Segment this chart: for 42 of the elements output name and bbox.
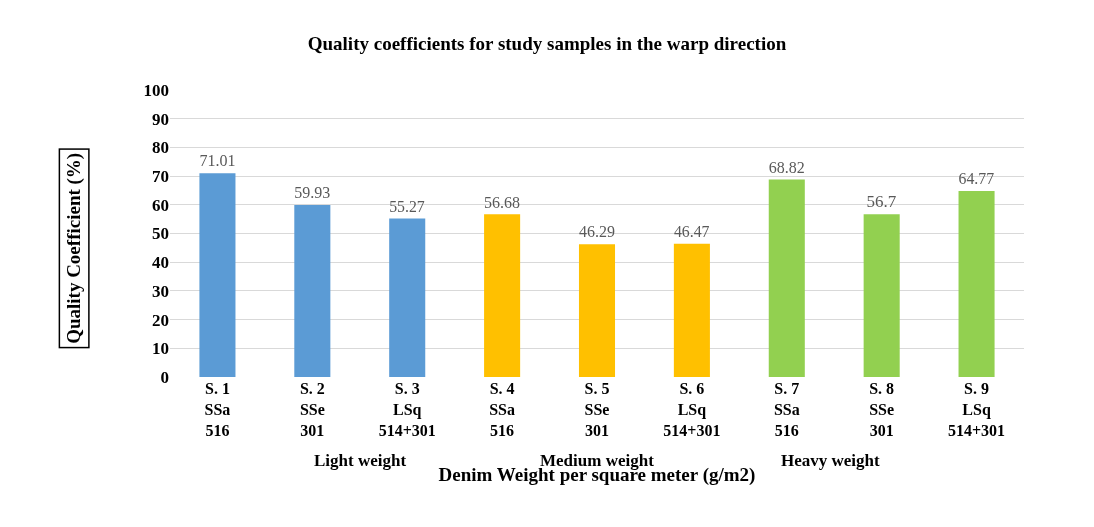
- y-tick-label: 0: [160, 367, 169, 387]
- x-tick-label: S. 1 SSa 516: [204, 380, 231, 439]
- x-tick-label: S. 8 SSe 301: [869, 380, 895, 439]
- y-tick-label: 90: [152, 109, 169, 129]
- y-tick-label: 40: [152, 253, 169, 273]
- y-tick-label: 100: [143, 80, 169, 100]
- data-label: 59.93: [294, 184, 331, 202]
- x-tick-label: S. 6 LSq 514+301: [663, 380, 721, 439]
- y-tick-label: 60: [152, 195, 169, 215]
- bar: [768, 179, 805, 377]
- x-tick-label: S. 7 SSa 516: [773, 380, 800, 439]
- text: Heavy weight: [781, 451, 881, 470]
- data-label: 68.82: [768, 158, 805, 176]
- text: Light weight: [314, 451, 407, 470]
- data-label: 56.68: [484, 193, 521, 211]
- bar: [389, 218, 426, 377]
- y-tick-label: 70: [152, 167, 169, 187]
- chart-title: Quality coefficients for study samples in the warp direction: [307, 33, 787, 55]
- y-tick-label: 50: [152, 224, 169, 244]
- bar: [673, 243, 710, 377]
- x-tick-label: S. 4 SSa 516: [489, 380, 516, 439]
- y-tick-label: 30: [152, 281, 169, 301]
- y-tick-label: 10: [152, 339, 169, 359]
- bar: [578, 244, 616, 377]
- bar: [294, 205, 331, 377]
- x-tick-label: S. 5 SSe 301: [584, 380, 610, 439]
- y-tick-label: 80: [152, 138, 169, 158]
- data-label: 55.27: [389, 197, 425, 215]
- data-label: 64.77: [958, 170, 995, 188]
- bar: [863, 214, 900, 377]
- bar: [199, 173, 236, 377]
- y-axis-title: Quality Coefficient (%): [63, 152, 86, 344]
- y-tick-label: 20: [152, 310, 169, 330]
- bar: [958, 191, 995, 377]
- data-label: 46.29: [578, 223, 616, 241]
- x-tick-label: S. 2 SSe 301: [299, 380, 325, 439]
- x-tick-label: S. 9 LSq 514+301: [948, 380, 1006, 439]
- data-label: 71.01: [199, 152, 236, 170]
- bar: [484, 214, 521, 377]
- x-tick-label: S. 3 LSq 514+301: [378, 380, 436, 439]
- data-label: 56.7: [866, 192, 897, 212]
- data-label: 46.47: [673, 222, 710, 240]
